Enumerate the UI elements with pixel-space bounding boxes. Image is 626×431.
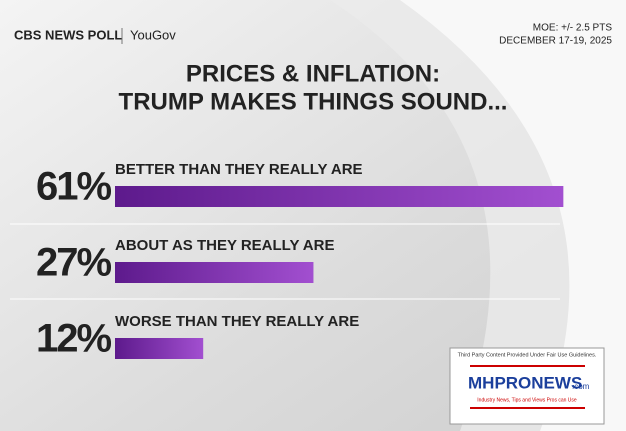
partner: YouGov [130,27,176,42]
watermark-box [449,347,605,425]
value-label: 27% [36,241,111,285]
watermark-logo: MHPRONEWS [468,373,582,392]
moe: MOE: +/- 2.5 PTS [533,23,613,34]
bar [115,186,564,207]
bar [115,338,204,359]
category-label: BETTER THAN THEY REALLY ARE [115,161,363,178]
bar [115,262,314,283]
watermark: Third Party Content Provided Under Fair … [449,347,605,425]
watermark-domain: .com [572,382,590,391]
category-label: ABOUT AS THEY REALLY ARE [115,237,334,254]
watermark-tagline: Industry News, Tips and Views Pros can U… [477,397,577,403]
brand: CBS NEWS POLL [14,27,122,42]
category-label: WORSE THAN THEY REALLY ARE [115,313,359,330]
chart-title: TRUMP MAKES THINGS SOUND... [119,88,508,115]
swoosh [400,0,626,431]
value-label: 12% [36,317,111,361]
watermark-notice: Third Party Content Provided Under Fair … [458,352,597,358]
chart-title: PRICES & INFLATION: [186,60,440,87]
dates: DECEMBER 17-19, 2025 [499,36,612,47]
value-label: 61% [36,165,111,209]
